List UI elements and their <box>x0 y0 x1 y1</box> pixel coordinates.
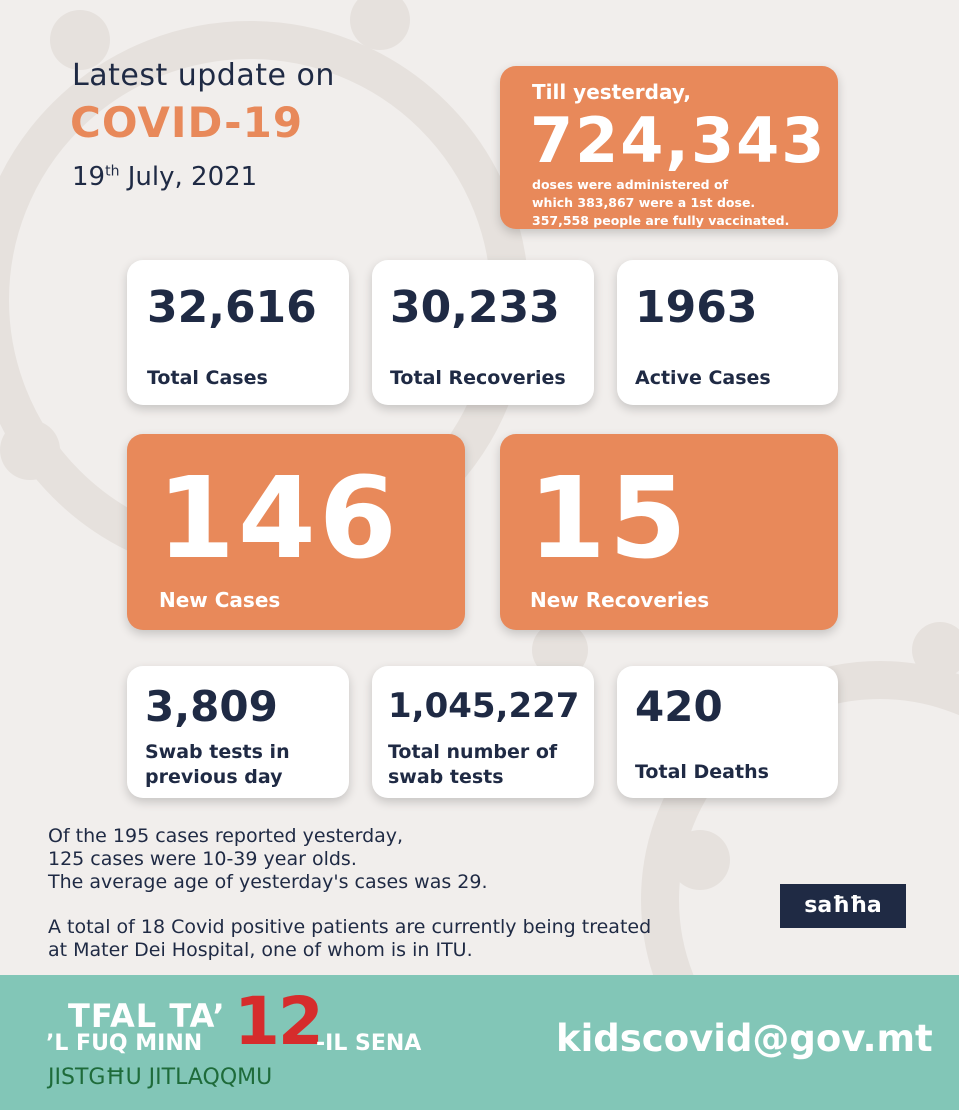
deaths-value: 420 <box>635 682 723 731</box>
banner-line3: JISTGĦU JITLAQQMU <box>48 1065 273 1090</box>
active-cases-value: 1963 <box>635 282 758 333</box>
deaths-card: 420 Total Deaths <box>617 666 838 798</box>
new-cases-card: 146 New Cases <box>127 434 465 630</box>
hospital-note: A total of 18 Covid positive patients ar… <box>48 916 652 961</box>
banner-suffix: -IL SENA <box>316 1031 422 1056</box>
swab-total-value: 1,045,227 <box>388 686 580 726</box>
heading-covid: COVID-19 <box>70 98 304 147</box>
total-cases-label: Total Cases <box>147 367 268 389</box>
new-cases-value: 146 <box>157 454 400 584</box>
swab-prev-card: 3,809 Swab tests in previous day <box>127 666 349 798</box>
total-cases-card: 32,616 Total Cases <box>127 260 349 405</box>
banner-age-number: 12 <box>234 983 324 1060</box>
total-cases-value: 32,616 <box>147 282 317 333</box>
age-note: Of the 195 cases reported yesterday, 125… <box>48 825 488 893</box>
swab-total-label: Total number of swab tests <box>388 741 558 788</box>
vaccination-intro: Till yesterday, <box>532 80 691 104</box>
total-recoveries-label: Total Recoveries <box>390 367 566 389</box>
banner-line2: ’L FUQ MINN <box>46 1031 203 1056</box>
swab-total-card: 1,045,227 Total number of swab tests <box>372 666 594 798</box>
active-cases-card: 1963 Active Cases <box>617 260 838 405</box>
deaths-label: Total Deaths <box>635 761 769 783</box>
new-recoveries-label: New Recoveries <box>530 588 710 612</box>
vaccination-card: Till yesterday, 724,343 doses were admin… <box>500 66 838 229</box>
new-cases-label: New Cases <box>159 588 281 612</box>
banner-line1: TFAL TA’ <box>68 997 226 1035</box>
total-recoveries-card: 30,233 Total Recoveries <box>372 260 594 405</box>
kids-vaccination-banner: TFAL TA’ ’L FUQ MINN 12 -IL SENA JISTGĦU… <box>0 975 959 1110</box>
vaccination-details: doses were administered of which 383,867… <box>532 177 790 228</box>
contact-email[interactable]: kidscovid@gov.mt <box>556 1017 933 1060</box>
new-recoveries-card: 15 New Recoveries <box>500 434 838 630</box>
report-date: 19th July, 2021 <box>72 162 258 192</box>
heading-latest-update: Latest update on <box>72 58 335 93</box>
active-cases-label: Active Cases <box>635 367 771 389</box>
vaccination-doses: 724,343 <box>530 104 827 177</box>
sahha-logo: saħħa <box>780 884 906 928</box>
new-recoveries-value: 15 <box>528 454 690 584</box>
swab-prev-value: 3,809 <box>145 682 278 731</box>
swab-prev-label: Swab tests in previous day <box>145 741 290 788</box>
total-recoveries-value: 30,233 <box>390 282 560 333</box>
